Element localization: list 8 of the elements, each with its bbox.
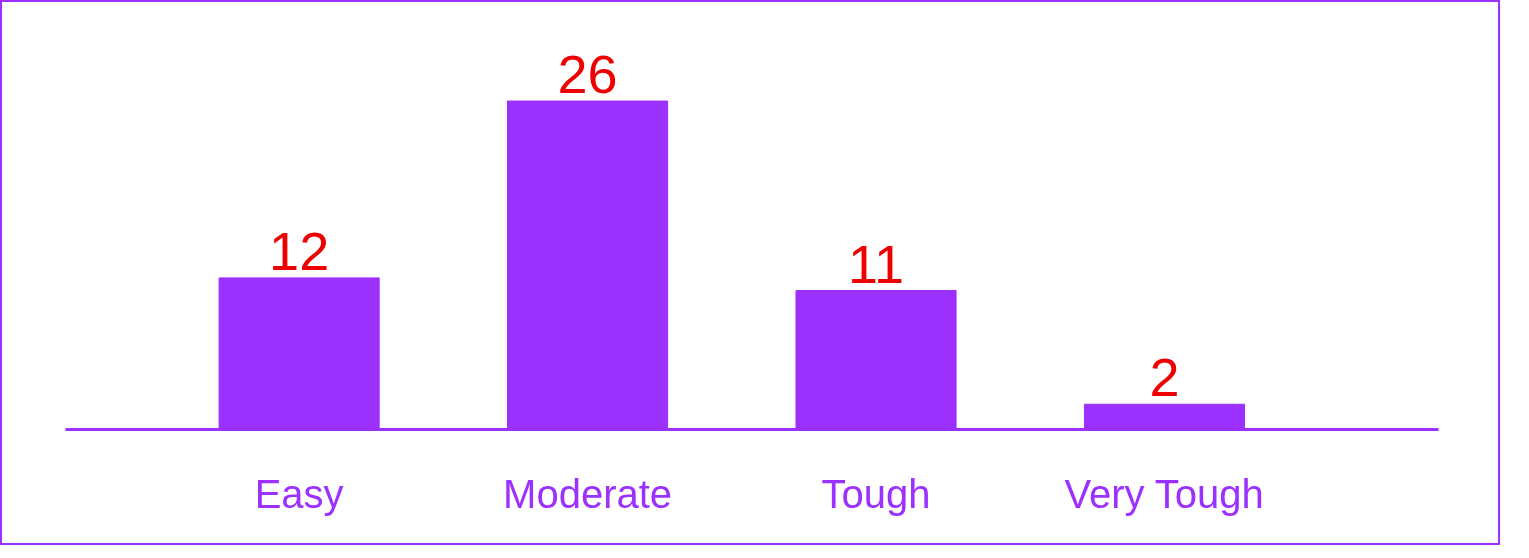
data-label: 12 bbox=[269, 220, 330, 281]
data-label: 26 bbox=[557, 44, 618, 105]
x-tick-label: Moderate bbox=[503, 471, 673, 516]
x-tick-label: Very Tough bbox=[1064, 471, 1264, 516]
data-label: 11 bbox=[848, 233, 905, 294]
data-label: 2 bbox=[1149, 347, 1180, 408]
x-tick-label: Tough bbox=[821, 471, 931, 516]
x-tick-label: Easy bbox=[254, 471, 344, 516]
